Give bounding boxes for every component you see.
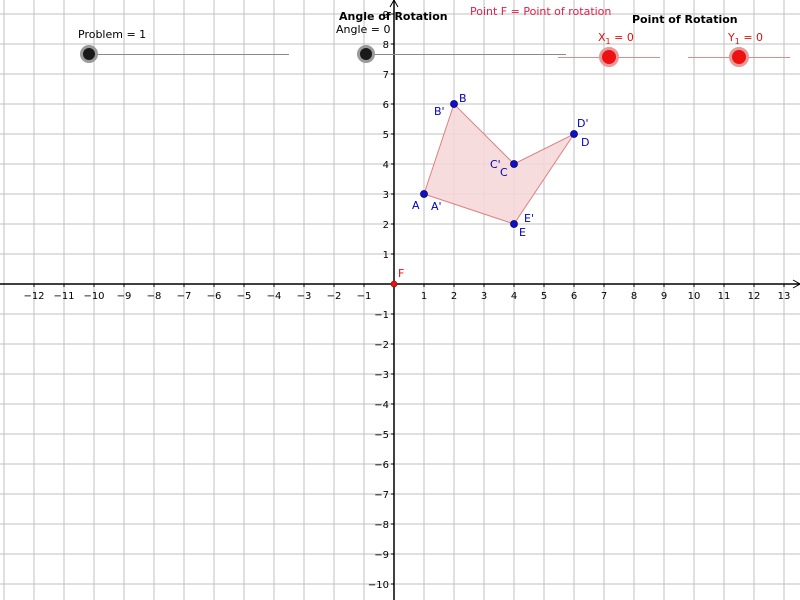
vertex-label-a: A [412, 199, 420, 212]
x-tick-label: 1 [421, 291, 427, 302]
x-tick-label: 11 [718, 291, 731, 302]
y-tick-label: 3 [383, 190, 389, 201]
vertex-point-e[interactable] [510, 220, 518, 228]
x-tick-label: −8 [147, 291, 162, 302]
image-label-a: A' [431, 200, 442, 213]
problem-slider-knob[interactable] [80, 45, 98, 63]
y-tick-label: 9 [383, 10, 389, 21]
point-of-rotation-title: Point of Rotation [632, 13, 738, 26]
rotation-point-label: F [398, 267, 404, 280]
x-tick-label: 5 [541, 291, 547, 302]
x-tick-label: −10 [83, 291, 104, 302]
angle-slider-knob[interactable] [357, 45, 375, 63]
y-tick-label: −1 [374, 310, 389, 321]
y-tick-label: −9 [374, 550, 389, 561]
y-axis-tick-labels: −10 −9 −8 −7 −6 −5 −4 −3 −2 −1 1 2 3 4 5 6 7 8 9 [368, 10, 394, 591]
y-tick-label: 8 [383, 40, 389, 51]
x-tick-label: 10 [688, 291, 701, 302]
x1-label-sub: 1 [605, 37, 611, 46]
x-tick-label: 8 [631, 291, 637, 302]
x-tick-label: 7 [601, 291, 607, 302]
y-tick-label: −7 [374, 490, 389, 501]
angle-title: Angle of Rotation [339, 10, 448, 23]
y-tick-label: 1 [383, 250, 389, 261]
x-tick-label: 2 [451, 291, 457, 302]
x1-label-value: = 0 [610, 31, 634, 44]
x-axis-tick-labels: −12 −11 −10 −9 −8 −7 −6 −5 −4 −3 −2 −1 1 2 3 4 5 6 7 8 9 10 11… [23, 284, 790, 302]
vertex-point-c[interactable] [510, 160, 518, 168]
angle-slider-label: Angle = 0 [336, 23, 391, 36]
x1-slider-label: X1 = 0 [598, 31, 634, 46]
rotation-note: Point F = Point of rotation [470, 5, 612, 18]
x-tick-label: −9 [117, 291, 132, 302]
x1-slider-knob[interactable] [599, 47, 619, 67]
y-tick-label: 4 [383, 160, 389, 171]
rotation-point-marker[interactable] [390, 280, 398, 288]
vertex-point-d[interactable] [570, 130, 578, 138]
x1-label-main: X [598, 31, 606, 44]
x-tick-label: 4 [511, 291, 517, 302]
x-tick-label: −2 [327, 291, 342, 302]
x-tick-label: −3 [297, 291, 312, 302]
y-axis-arrow [389, 0, 399, 8]
vertex-labels: A A' B B' CC' D D' EE' [412, 92, 589, 239]
vertex-label-b: B [459, 92, 467, 105]
y-tick-label: −6 [374, 460, 389, 471]
polygon-abcde[interactable] [423, 103, 576, 225]
rotation-point-f[interactable]: F [390, 267, 404, 288]
vertex-point-a[interactable] [420, 190, 428, 198]
x-tick-label: −11 [53, 291, 74, 302]
problem-slider-track[interactable] [89, 54, 289, 55]
problem-slider-label: Problem = 1 [78, 28, 147, 41]
y-tick-label: 7 [383, 70, 389, 81]
x-tick-label: −12 [23, 291, 44, 302]
vertex-label-c: C [500, 166, 508, 179]
y1-slider-knob[interactable] [729, 47, 749, 67]
image-label-b: B' [434, 105, 445, 118]
image-label-d: D' [577, 117, 589, 130]
y-tick-label: −3 [374, 370, 389, 381]
x-tick-label: 12 [748, 291, 761, 302]
y-tick-label: 6 [383, 100, 389, 111]
x-tick-label: 6 [571, 291, 577, 302]
y-tick-label: −2 [374, 340, 389, 351]
vertex-label-d: D [581, 136, 589, 149]
y-tick-label: −10 [368, 580, 389, 591]
vertex-label-e: E [519, 226, 526, 239]
x-tick-label: 13 [778, 291, 791, 302]
x-tick-label: −6 [207, 291, 222, 302]
x-tick-label: 9 [661, 291, 667, 302]
y-tick-label: −8 [374, 520, 389, 531]
y-tick-label: −4 [374, 400, 389, 411]
angle-slider-track[interactable] [366, 54, 566, 55]
y-tick-label: −5 [374, 430, 389, 441]
polygon-vertices[interactable] [420, 100, 578, 228]
image-label-e: E' [524, 212, 534, 225]
vertex-point-b[interactable] [450, 100, 458, 108]
x-tick-label: −4 [267, 291, 282, 302]
y-tick-label: 5 [383, 130, 389, 141]
y-tick-label: 2 [383, 220, 389, 231]
image-label-c: C' [490, 158, 501, 171]
y1-label-sub: 1 [734, 37, 740, 46]
x-tick-label: 3 [481, 291, 487, 302]
x-tick-label: −5 [237, 291, 252, 302]
y1-label-main: Y [728, 31, 735, 44]
y1-label-value: = 0 [739, 31, 764, 44]
x-tick-label: −1 [357, 291, 372, 302]
x-axis-arrow [792, 279, 800, 289]
x-tick-label: −7 [177, 291, 192, 302]
y1-slider-label: Y1 = 0 [728, 31, 764, 46]
